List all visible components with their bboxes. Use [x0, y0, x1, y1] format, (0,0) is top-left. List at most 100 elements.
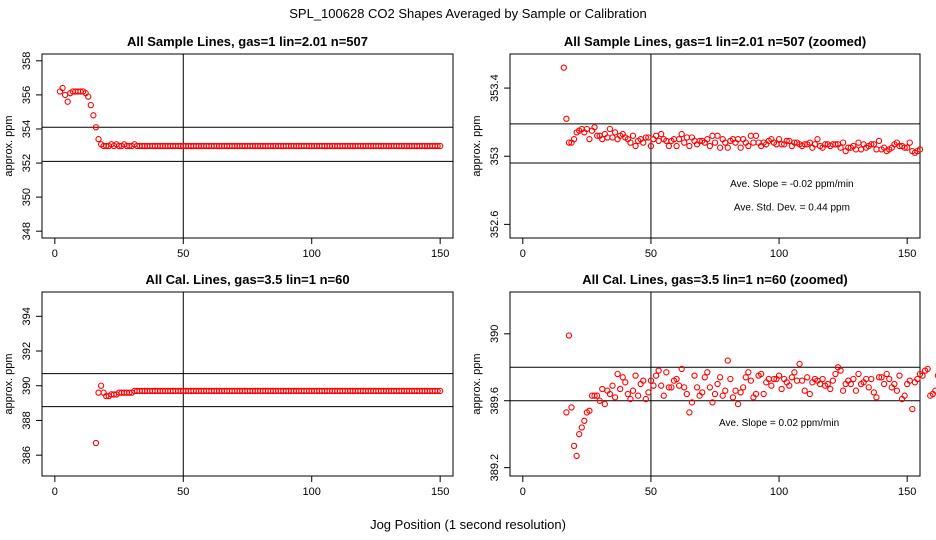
data-point	[829, 377, 837, 384]
data-point	[786, 382, 793, 389]
plot-frame	[41, 291, 454, 477]
data-point	[740, 384, 747, 391]
data-point	[678, 130, 685, 138]
data-point	[673, 375, 680, 383]
data-point	[591, 392, 598, 399]
data-point	[658, 130, 665, 138]
x-tick-label: 150	[898, 248, 916, 260]
data-point	[95, 136, 102, 143]
data-point	[768, 382, 775, 389]
data-point	[760, 390, 767, 398]
data-point	[565, 139, 573, 146]
data-point	[901, 392, 908, 399]
data-point	[919, 372, 926, 379]
data-point	[827, 385, 834, 393]
data-point	[706, 142, 714, 150]
data-point	[611, 129, 619, 136]
data-point	[647, 142, 655, 150]
data-point	[916, 146, 924, 153]
data-point	[737, 389, 744, 396]
x-tick-label: 50	[645, 486, 657, 498]
x-tick-label: 0	[520, 248, 526, 260]
data-point	[59, 84, 66, 92]
data-point	[642, 134, 649, 141]
data-point	[714, 380, 721, 388]
data-point	[619, 374, 626, 381]
data-point	[665, 142, 673, 150]
data-point	[593, 392, 601, 399]
data-point	[788, 374, 796, 381]
data-point	[581, 417, 588, 424]
data-point	[565, 332, 573, 339]
data-point	[891, 380, 898, 388]
annotation-text: Ave. Slope = 0.02 ppm/min	[719, 418, 839, 429]
data-point	[711, 139, 719, 146]
data-point	[663, 369, 670, 376]
data-point	[775, 136, 783, 143]
data-point	[691, 372, 698, 379]
data-point	[793, 377, 801, 384]
data-point	[747, 377, 755, 384]
data-point	[865, 384, 872, 391]
data-point	[92, 439, 100, 447]
data-point	[599, 385, 606, 393]
y-tick-label: 394	[21, 307, 33, 325]
data-point	[832, 141, 839, 148]
y-axis-label: approx. ppm	[3, 115, 15, 176]
y-tick-label: 386	[21, 446, 33, 464]
data-point	[614, 370, 621, 378]
panel-title: All Sample Lines, gas=1 lin=2.01 n=507	[127, 34, 368, 49]
data-point	[434, 142, 441, 150]
panel-title: All Cal. Lines, gas=3.5 lin=1 n=60	[145, 272, 349, 287]
data-point	[727, 375, 734, 383]
data-point	[770, 375, 778, 383]
data-point	[601, 400, 608, 408]
data-point	[645, 389, 652, 396]
data-point	[857, 146, 865, 153]
x-tick-label: 0	[520, 486, 526, 498]
data-point	[64, 98, 71, 105]
data-point	[868, 375, 875, 383]
data-point	[704, 136, 711, 143]
data-point	[847, 380, 854, 388]
data-point	[563, 115, 570, 122]
data-point	[778, 141, 785, 148]
y-axis-label: approx. ppm	[471, 353, 483, 414]
data-point	[683, 390, 690, 398]
data-point	[437, 142, 444, 150]
data-point	[775, 372, 783, 379]
figure-title: SPL_100628 CO2 Shapes Averaged by Sample…	[289, 6, 647, 21]
data-point	[609, 382, 616, 389]
data-point	[796, 360, 803, 368]
data-point	[611, 394, 619, 401]
data-point	[873, 394, 880, 401]
data-point	[632, 142, 639, 150]
data-point	[647, 377, 655, 384]
data-point	[570, 136, 578, 143]
data-point	[678, 365, 685, 373]
data-point	[97, 382, 105, 389]
data-point	[745, 142, 752, 150]
data-point	[693, 384, 701, 391]
x-tick-label: 50	[645, 248, 657, 260]
y-axis-label: approx. ppm	[3, 353, 15, 414]
y-tick-label: 353.4	[489, 74, 501, 102]
data-point	[904, 144, 911, 151]
data-point	[709, 399, 716, 406]
data-point	[914, 375, 921, 383]
data-point	[742, 374, 749, 381]
data-point	[85, 93, 92, 100]
data-point	[801, 387, 808, 394]
data-point	[719, 392, 726, 399]
data-point	[878, 374, 885, 381]
x-tick-label: 0	[52, 248, 58, 260]
data-point	[745, 369, 752, 376]
data-point	[699, 389, 706, 396]
data-point	[709, 132, 716, 139]
data-point	[606, 390, 614, 398]
data-point	[778, 385, 785, 393]
data-point	[804, 374, 811, 381]
data-point	[924, 365, 931, 373]
data-point	[704, 369, 711, 376]
data-point	[783, 137, 790, 145]
